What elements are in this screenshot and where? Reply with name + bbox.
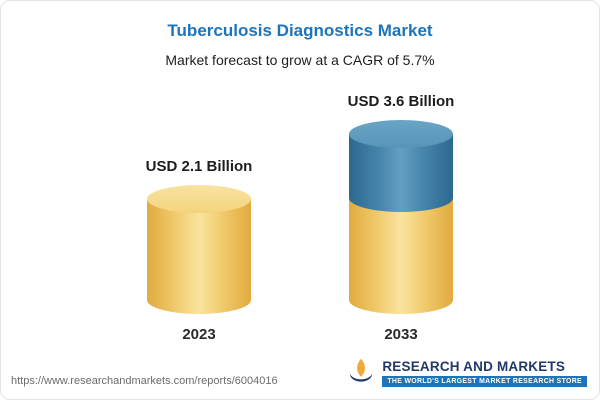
value-label-2033: USD 3.6 Billion: [347, 93, 455, 110]
bar-chart: USD 2.1 Billion 2023 USD 3.6 Billion 203…: [1, 93, 599, 343]
chart-subtitle: Market forecast to grow at a CAGR of 5.7…: [165, 52, 435, 68]
brand-text: RESEARCH AND MARKETS THE WORLD'S LARGEST…: [382, 359, 587, 387]
chart-header: Tuberculosis Diagnostics Market Market f…: [1, 1, 599, 68]
research-and-markets-logo-icon: [350, 358, 373, 382]
bar-group-2023: USD 2.1 Billion 2023: [124, 158, 274, 343]
cylinder-top-cap: [147, 185, 251, 213]
brand-tagline: THE WORLD'S LARGEST MARKET RESEARCH STOR…: [382, 376, 587, 387]
bar-2033-growth-segment: [349, 120, 453, 212]
bar-2023-cylinder: [147, 185, 251, 314]
bar-2033-cylinder: [349, 120, 453, 314]
value-label-2023: USD 2.1 Billion: [145, 158, 253, 175]
category-label-2033: 2033: [384, 326, 418, 343]
category-label-2023: 2023: [182, 326, 216, 343]
cylinder-top-cap: [349, 120, 453, 148]
bar-group-2033: USD 3.6 Billion 2033: [326, 93, 476, 343]
brand-name: RESEARCH AND MARKETS: [382, 359, 566, 374]
report-url: https://www.researchandmarkets.com/repor…: [11, 375, 278, 387]
chart-title: Tuberculosis Diagnostics Market: [167, 21, 433, 40]
research-and-markets-logo: RESEARCH AND MARKETS THE WORLD'S LARGEST…: [346, 357, 587, 389]
bar-2033-base-segment: [349, 198, 453, 314]
